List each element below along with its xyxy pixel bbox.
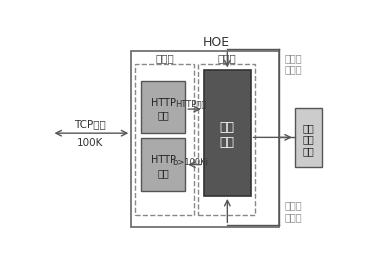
Text: HOE: HOE [203,36,230,49]
Text: 盘阵列: 盘阵列 [285,212,302,222]
Text: 服务侧: 服务侧 [155,53,174,63]
Text: 本地磁: 本地磁 [285,200,302,211]
Text: 请求: 请求 [302,123,314,133]
Text: HTTP: HTTP [151,155,176,165]
Text: 会话: 会话 [220,121,235,134]
Bar [204,70,251,196]
Bar [141,81,185,133]
Text: 100K: 100K [77,138,103,148]
Text: 客户侧: 客户侧 [217,53,236,63]
Bar [198,64,255,215]
Text: 远端数: 远端数 [285,53,302,63]
Text: TCP会话: TCP会话 [74,119,106,129]
Text: 据中心: 据中心 [285,64,302,74]
Text: 管理: 管理 [220,136,235,149]
Text: 解析: 解析 [157,110,169,120]
Bar [295,108,322,167]
Bar [141,138,185,191]
Text: 封装: 封装 [157,168,169,178]
Text: 搜索: 搜索 [302,146,314,156]
Text: HTTP请求: HTTP请求 [175,99,207,108]
Text: HTTP: HTTP [151,98,176,108]
Text: 对象: 对象 [302,134,314,144]
Bar [131,51,279,227]
Text: b>100Ki: b>100Ki [172,158,208,167]
Bar [135,64,194,215]
